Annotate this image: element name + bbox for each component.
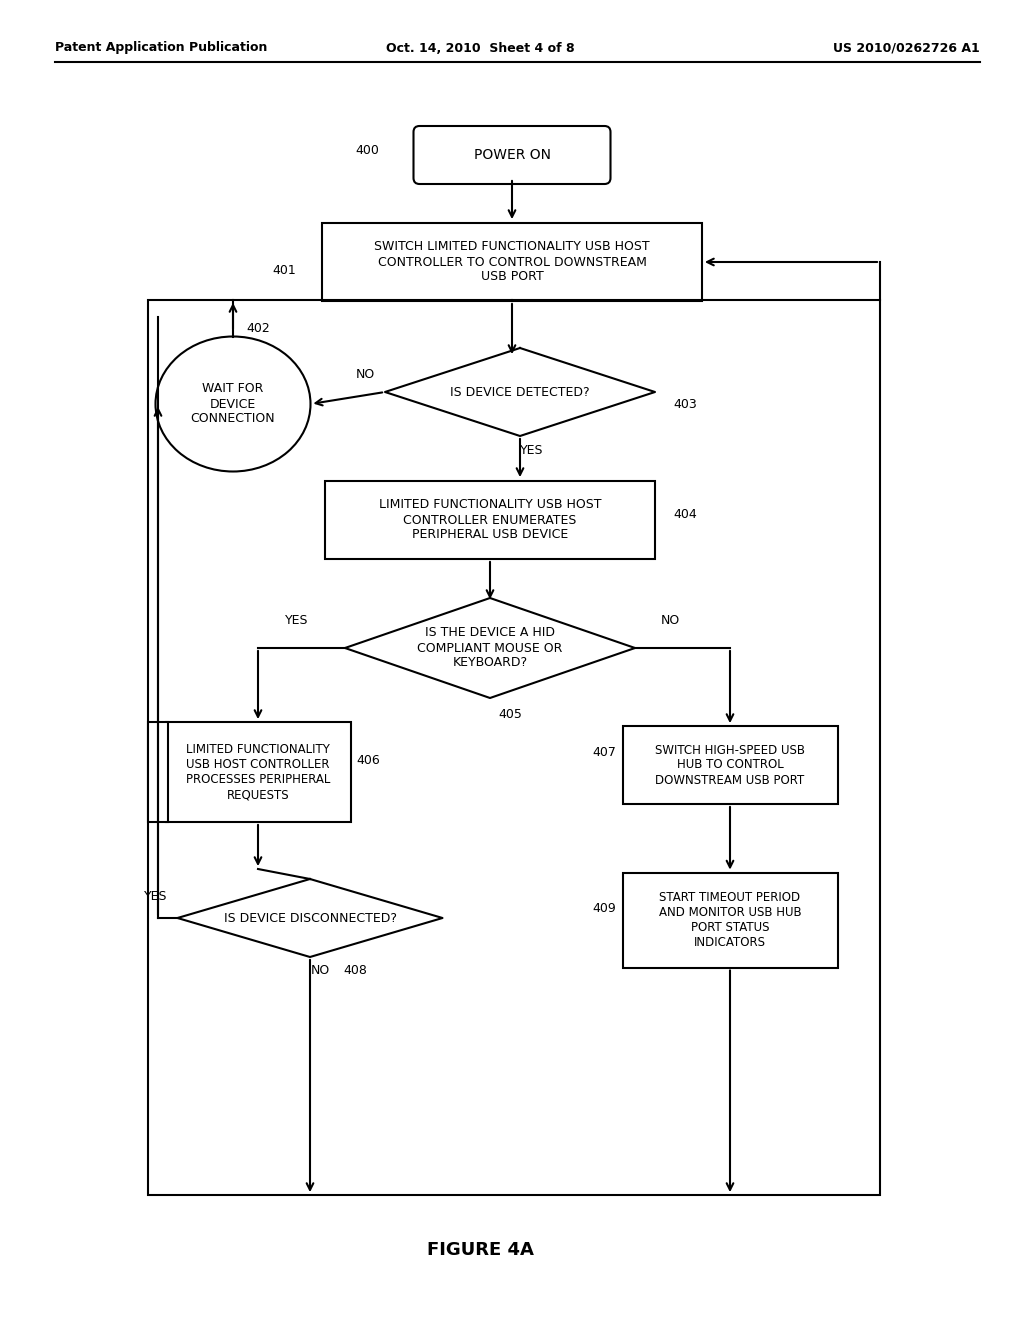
Text: Patent Application Publication: Patent Application Publication <box>55 41 267 54</box>
Text: LIMITED FUNCTIONALITY USB HOST
CONTROLLER ENUMERATES
PERIPHERAL USB DEVICE: LIMITED FUNCTIONALITY USB HOST CONTROLLE… <box>379 499 601 541</box>
Text: NO: NO <box>310 965 330 978</box>
Bar <box>148 722 168 822</box>
Text: 401: 401 <box>272 264 296 276</box>
Bar <box>325 480 655 558</box>
Text: 402: 402 <box>246 322 270 335</box>
Text: 403: 403 <box>673 397 697 411</box>
Text: Oct. 14, 2010  Sheet 4 of 8: Oct. 14, 2010 Sheet 4 of 8 <box>386 41 574 54</box>
Text: 407: 407 <box>593 747 616 759</box>
Text: SWITCH HIGH-SPEED USB
HUB TO CONTROL
DOWNSTREAM USB PORT: SWITCH HIGH-SPEED USB HUB TO CONTROL DOW… <box>655 743 805 787</box>
Bar <box>166 722 350 822</box>
Text: IS DEVICE DISCONNECTED?: IS DEVICE DISCONNECTED? <box>223 912 396 924</box>
Text: 404: 404 <box>673 508 697 521</box>
Bar <box>623 726 838 804</box>
Text: YES: YES <box>520 445 544 458</box>
Ellipse shape <box>156 337 310 471</box>
Text: 409: 409 <box>593 902 616 915</box>
Text: US 2010/0262726 A1: US 2010/0262726 A1 <box>834 41 980 54</box>
Text: START TIMEOUT PERIOD
AND MONITOR USB HUB
PORT STATUS
INDICATORS: START TIMEOUT PERIOD AND MONITOR USB HUB… <box>658 891 802 949</box>
Text: SWITCH LIMITED FUNCTIONALITY USB HOST
CONTROLLER TO CONTROL DOWNSTREAM
USB PORT: SWITCH LIMITED FUNCTIONALITY USB HOST CO… <box>374 240 650 284</box>
Text: IS DEVICE DETECTED?: IS DEVICE DETECTED? <box>451 385 590 399</box>
Text: YES: YES <box>286 614 309 627</box>
Text: WAIT FOR
DEVICE
CONNECTION: WAIT FOR DEVICE CONNECTION <box>190 383 275 425</box>
Text: YES: YES <box>144 890 168 903</box>
Text: FIGURE 4A: FIGURE 4A <box>427 1241 534 1259</box>
Bar <box>148 300 880 1195</box>
Text: POWER ON: POWER ON <box>473 148 551 162</box>
Text: LIMITED FUNCTIONALITY
USB HOST CONTROLLER
PROCESSES PERIPHERAL
REQUESTS: LIMITED FUNCTIONALITY USB HOST CONTROLLE… <box>185 743 330 801</box>
Text: NO: NO <box>660 614 680 627</box>
Text: 406: 406 <box>356 754 380 767</box>
Text: 405: 405 <box>498 708 522 721</box>
Bar <box>322 223 702 301</box>
FancyBboxPatch shape <box>414 125 610 183</box>
Text: 400: 400 <box>355 144 379 157</box>
Bar <box>623 873 838 968</box>
Text: 408: 408 <box>343 965 367 978</box>
Text: IS THE DEVICE A HID
COMPLIANT MOUSE OR
KEYBOARD?: IS THE DEVICE A HID COMPLIANT MOUSE OR K… <box>418 627 562 669</box>
Text: NO: NO <box>355 367 375 380</box>
